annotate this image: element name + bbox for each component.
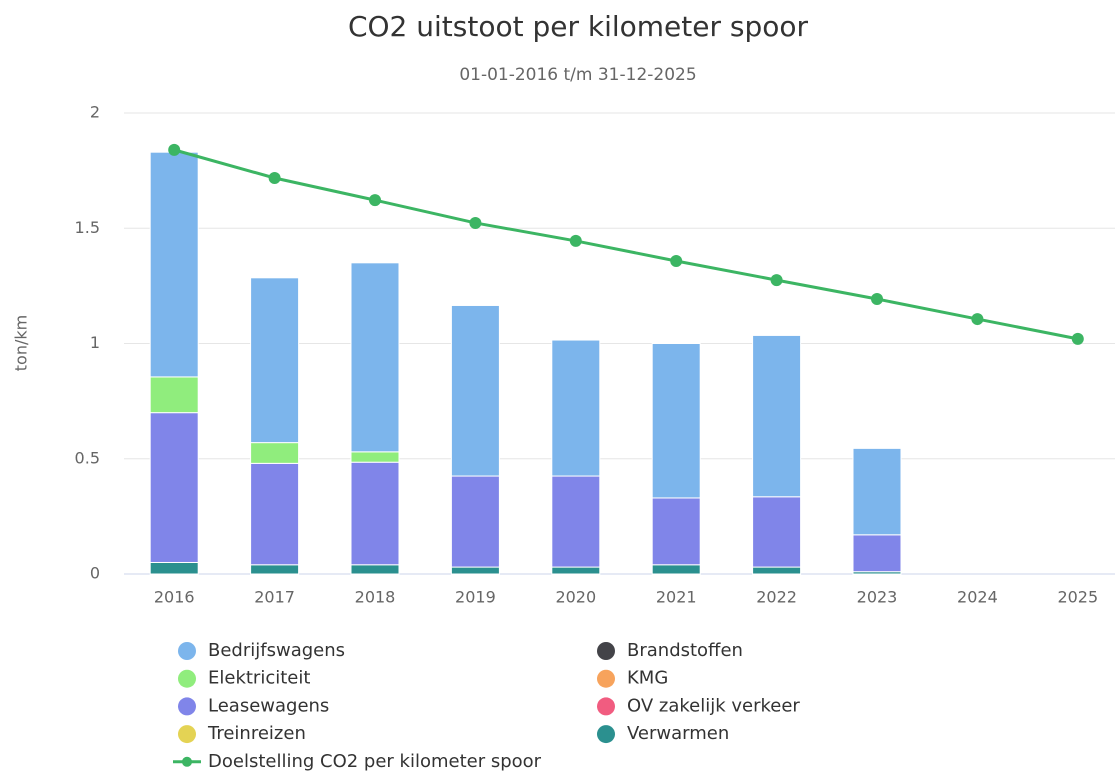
bar-segment — [250, 564, 300, 575]
legend-label[interactable]: Verwarmen — [627, 723, 729, 744]
legend-label[interactable]: Leasewagens — [208, 695, 329, 716]
legend-marker — [178, 642, 196, 660]
y-tick-label: 1.5 — [75, 218, 100, 237]
line-point — [871, 293, 883, 306]
y-axis-label: ton/km — [12, 315, 31, 371]
x-tick-label: 2022 — [756, 588, 797, 607]
y-tick-label: 0 — [90, 564, 100, 583]
legend-label[interactable]: KMG — [627, 668, 668, 689]
bar-segment — [852, 447, 902, 536]
legend-marker — [597, 669, 615, 688]
legend-marker — [597, 642, 615, 660]
legend-label[interactable]: Brandstoffen — [627, 640, 743, 661]
legend-label[interactable]: Doelstelling CO2 per kilometer spoor — [208, 751, 542, 772]
line — [173, 148, 1079, 341]
bar-segment — [149, 151, 199, 378]
bar-segment — [752, 334, 802, 498]
bar-segment — [149, 561, 199, 575]
line-point — [168, 143, 181, 156]
line-point — [469, 216, 482, 229]
line-point — [369, 194, 381, 207]
chart-subtitle: 01-01-2016 t/m 31-12-2025 — [459, 65, 696, 85]
bar-segment — [250, 442, 300, 464]
bar-segment — [450, 475, 500, 568]
bar-segment — [149, 412, 199, 563]
bar-segment — [752, 496, 802, 568]
x-tick-label: 2018 — [355, 588, 396, 607]
legend-marker — [178, 697, 196, 716]
bar-segment — [250, 462, 300, 566]
bar-segment — [350, 262, 400, 453]
line-point — [1071, 332, 1084, 345]
legend-marker — [597, 697, 615, 716]
x-tick-label: 2019 — [455, 588, 496, 607]
legend-label[interactable]: OV zakelijk verkeer — [627, 695, 800, 716]
legend-label[interactable]: Treinreizen — [207, 723, 306, 744]
legend-marker — [182, 756, 192, 767]
bar-segment — [450, 304, 500, 477]
bar-segment — [852, 534, 902, 573]
bar-segment — [450, 566, 500, 575]
legend-marker — [178, 669, 196, 688]
x-tick-label: 2021 — [656, 588, 697, 607]
chart-title: CO2 uitstoot per kilometer spoor — [348, 10, 809, 43]
bar-segment — [551, 339, 601, 477]
y-tick-label: 2 — [90, 103, 100, 122]
legend-label[interactable]: Bedrijfswagens — [208, 640, 345, 661]
bar-segment — [651, 343, 701, 499]
x-tick-label: 2023 — [857, 588, 898, 607]
bar-segment — [651, 497, 701, 566]
line-point — [670, 254, 683, 267]
legend-marker — [597, 725, 615, 744]
x-tick-label: 2025 — [1057, 588, 1098, 607]
bar-segment — [651, 564, 701, 575]
y-tick-label: 1 — [90, 333, 100, 352]
bar-segment — [350, 564, 400, 575]
line-point — [971, 313, 984, 326]
bar-segment — [350, 461, 400, 566]
legend-label[interactable]: Elektriciteit — [208, 668, 310, 689]
line-point — [268, 172, 281, 185]
bar-segment — [149, 376, 199, 414]
x-tick-label: 2017 — [254, 588, 295, 607]
line-point — [569, 234, 582, 247]
legend-marker — [178, 725, 196, 744]
y-tick-label: 0.5 — [75, 448, 100, 467]
bar-segment — [250, 277, 300, 444]
bar-segment — [752, 566, 802, 575]
x-tick-label: 2020 — [555, 588, 596, 607]
bar-segment — [551, 475, 601, 568]
bar-segment — [551, 566, 601, 575]
x-tick-label: 2024 — [957, 588, 998, 607]
bar-segment — [350, 451, 400, 463]
x-tick-label: 2016 — [154, 588, 195, 607]
line-point — [770, 274, 783, 287]
